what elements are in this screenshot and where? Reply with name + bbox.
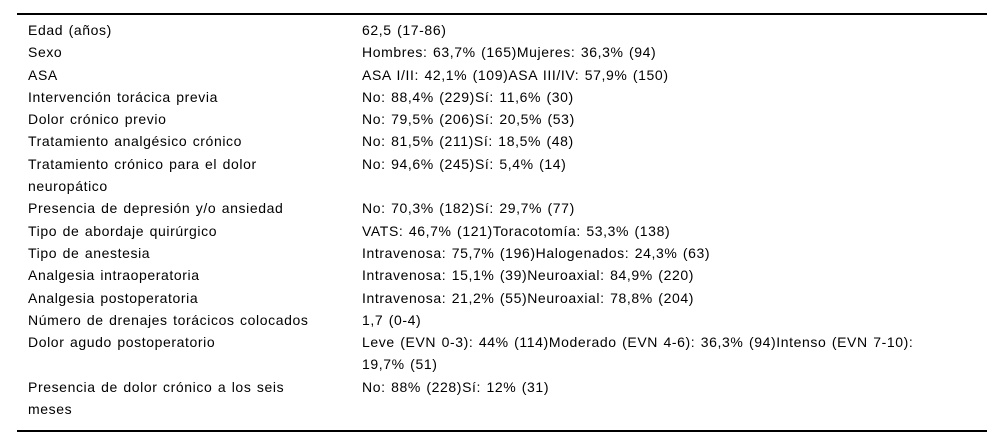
table-row: Analgesia intraoperatoria Intravenosa: 1…: [17, 264, 987, 286]
row-value: Intravenosa: 21,2% (55)Neuroaxial: 78,8%…: [362, 289, 694, 306]
table-row: Sexo Hombres: 63,7% (165)Mujeres: 36,3% …: [17, 41, 987, 63]
row-value: Leve (EVN 0-3): 44% (114)Moderado (EVN 4…: [362, 334, 914, 373]
row-label: Dolor agudo postoperatorio: [28, 334, 216, 351]
row-value: No: 94,6% (245)Sí: 5,4% (14): [362, 155, 567, 172]
table-row: Presencia de dolor crónico a los seis me…: [17, 376, 987, 421]
row-label: Sexo: [28, 44, 63, 61]
table-row: Tratamiento crónico para el dolor neurop…: [17, 153, 987, 198]
row-label: Número de drenajes torácicos colocados: [28, 311, 309, 328]
row-value: Hombres: 63,7% (165)Mujeres: 36,3% (94): [362, 44, 657, 61]
row-value: ASA I/II: 42,1% (109)ASA III/IV: 57,9% (…: [362, 66, 669, 83]
table-row: Edad (años) 62,5 (17-86): [17, 19, 987, 41]
row-value: 1,7 (0-4): [362, 311, 422, 328]
row-label: Analgesia postoperatoria: [28, 289, 199, 306]
row-label: Intervención torácica previa: [28, 88, 218, 105]
row-value: Intravenosa: 15,1% (39)Neuroaxial: 84,9%…: [362, 267, 694, 284]
table-row: Intervención torácica previa No: 88,4% (…: [17, 86, 987, 108]
patient-characteristics-table: Edad (años) 62,5 (17-86) Sexo Hombres: 6…: [17, 13, 987, 433]
row-label: Tipo de abordaje quirúrgico: [28, 222, 218, 239]
row-value: VATS: 46,7% (121)Toracotomía: 53,3% (138…: [362, 222, 671, 239]
table-row: Tratamiento analgésico crónico No: 81,5%…: [17, 130, 987, 152]
table-row: Tipo de anestesia Intravenosa: 75,7% (19…: [17, 242, 987, 264]
table-row: Presencia de depresión y/o ansiedad No: …: [17, 197, 987, 219]
table-body: Edad (años) 62,5 (17-86) Sexo Hombres: 6…: [17, 19, 987, 420]
row-value: 62,5 (17-86): [362, 22, 447, 38]
row-label: Tratamiento crónico para el dolor neurop…: [28, 155, 257, 195]
row-label: Edad (años): [28, 22, 112, 38]
table-row: Dolor crónico previo No: 79,5% (206)Sí: …: [17, 108, 987, 130]
row-value: No: 88,4% (229)Sí: 11,6% (30): [362, 88, 574, 105]
row-label: Presencia de dolor crónico a los seis me…: [28, 378, 285, 418]
row-value: No: 79,5% (206)Sí: 20,5% (53): [362, 111, 575, 128]
row-label: Tratamiento analgésico crónico: [28, 133, 243, 150]
row-value: No: 81,5% (211)Sí: 18,5% (48): [362, 133, 574, 150]
row-label: Presencia de depresión y/o ansiedad: [28, 200, 284, 217]
table-row: Analgesia postoperatoria Intravenosa: 21…: [17, 287, 987, 309]
table-row: ASA ASA I/II: 42,1% (109)ASA III/IV: 57,…: [17, 64, 987, 86]
row-value: Intravenosa: 75,7% (196)Halogenados: 24,…: [362, 244, 711, 261]
row-label: Analgesia intraoperatoria: [28, 267, 200, 284]
row-label: ASA: [28, 66, 58, 83]
row-value: No: 88% (228)Sí: 12% (31): [362, 378, 550, 395]
table-row: Tipo de abordaje quirúrgico VATS: 46,7% …: [17, 220, 987, 242]
row-label: Tipo de anestesia: [28, 244, 151, 261]
table-row: Dolor agudo postoperatorio Leve (EVN 0-3…: [17, 331, 987, 376]
row-value: No: 70,3% (182)Sí: 29,7% (77): [362, 200, 575, 217]
table-row: Número de drenajes torácicos colocados 1…: [17, 309, 987, 331]
row-label: Dolor crónico previo: [28, 111, 167, 128]
